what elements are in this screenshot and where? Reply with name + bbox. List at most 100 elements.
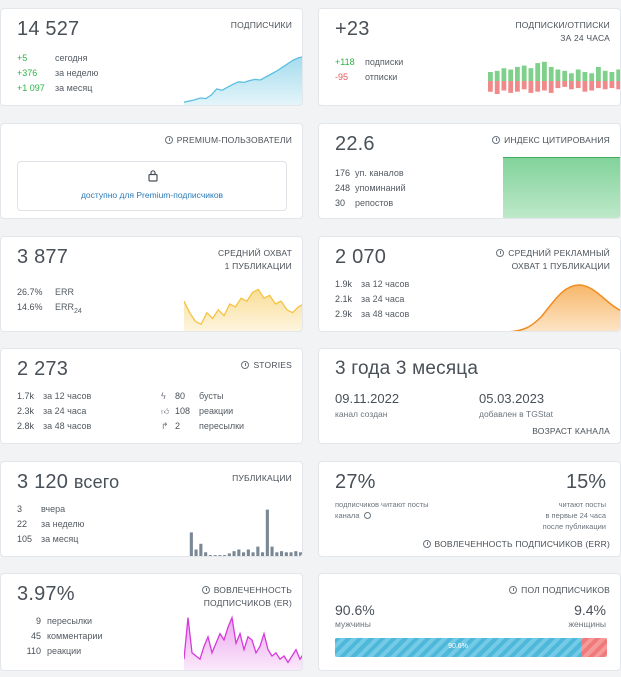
unsubs-bar — [555, 81, 561, 89]
unsubs-bar — [515, 81, 520, 92]
unsubs-bar — [548, 81, 554, 93]
subs-bar — [508, 69, 514, 82]
stat-row: ↱ 2 пересылки — [161, 419, 244, 434]
subscribers-sparkline — [184, 56, 302, 105]
subs-bar — [488, 72, 493, 81]
channel-age-card[interactable]: 3 года 3 месяца 09.11.2022 канал создан … — [318, 348, 621, 444]
subs-unsubs-title: ПОДПИСКИ/ОТПИСКИ ЗА 24 ЧАСА — [515, 20, 610, 43]
subs-bar — [569, 73, 574, 81]
unsubs-bar — [535, 81, 541, 92]
post-bar — [223, 555, 227, 556]
ad-reach-stats: 1.9k за 12 часов 2.1k за 24 часа 2.9k за 48… — [335, 277, 409, 322]
post-bar — [213, 555, 217, 556]
channel-age: 3 года 3 месяца — [335, 358, 479, 379]
reach-err: 26.7% ERR 14.6% ERR24 — [17, 285, 82, 319]
info-icon — [201, 586, 210, 594]
subs-bar — [602, 70, 608, 82]
engagement-er-card[interactable]: 3.97% ВОВЛЕЧЕННОСТЬ ПОДПИСЧИКОВ (ER) 9 пер… — [0, 573, 303, 671]
unsubs-bar — [542, 81, 547, 91]
stat-row: 2.3k за 24 часа — [17, 406, 87, 416]
ad-reach-count: 2 070 — [335, 246, 387, 268]
premium-lock-box[interactable]: доступно для Premium-подписчиков — [17, 161, 287, 211]
stat-row: 45 комментарии — [30, 631, 103, 641]
citation-stats: 176 уп. каналов 248 упоминаний 30 репостов — [335, 166, 406, 211]
stat-row: 3 вчера — [17, 504, 66, 514]
info-icon — [496, 249, 505, 257]
ad-reach-card[interactable]: 2 070 СРЕДНИЙ РЕКЛАМНЫЙ ОХВАТ 1 ПУБЛИКАЦИ… — [318, 236, 621, 332]
subs-net-count: +23 — [335, 18, 370, 40]
stories-stats: 1.7k за 12 часов 2.3k за 24 часа 2.8k за 48… — [17, 389, 91, 434]
unsubs-bar — [589, 81, 595, 91]
post-bar — [289, 552, 293, 556]
unsubs-bar — [609, 81, 615, 89]
post-bar — [265, 509, 269, 556]
created-date: 09.11.2022 — [335, 391, 400, 406]
stat-row: 👍︎ 108 реакции — [161, 404, 244, 419]
ad-reach-title: СРЕДНИЙ РЕКЛАМНЫЙ ОХВАТ 1 ПУБЛИКАЦИИ — [496, 247, 610, 273]
subs-bar — [521, 65, 527, 81]
created-label: канал создан — [335, 409, 388, 419]
stories-count: 2 273 — [17, 358, 69, 380]
stories-card[interactable]: 2 273 STORIES 1.7k за 12 часов 2.3k за 24 … — [0, 348, 303, 444]
male-fill — [335, 638, 582, 657]
posts-card[interactable]: 3 120 всего ПУБЛИКАЦИИ 3 вчера 22 за недел… — [0, 461, 303, 557]
info-icon — [363, 512, 371, 519]
readers-24h-percent: 15% — [565, 471, 606, 493]
subs-bar — [548, 66, 554, 81]
premium-link[interactable]: доступно для Premium-подписчиков — [80, 190, 224, 200]
subs-bar — [494, 70, 500, 82]
engagement-err-card[interactable]: 27% подписчиков читают посты канала 15% … — [318, 461, 621, 557]
stat-row: +1 097 за месяц — [17, 83, 93, 93]
post-bar — [208, 555, 212, 556]
citation-index: 22.6 — [335, 133, 375, 155]
post-bar — [275, 552, 279, 556]
post-bar — [194, 549, 198, 556]
posts-stats: 3 вчера 22 за неделю 105 за месяц — [17, 502, 84, 547]
unsubs-bar — [528, 81, 534, 93]
unsubs-bar — [582, 81, 588, 92]
post-bar — [189, 532, 193, 556]
lock-icon — [148, 170, 158, 182]
stat-row: 110 реакции — [26, 646, 82, 656]
subs-bar — [589, 73, 595, 81]
stat-row: 2.9k за 48 часов — [335, 309, 410, 319]
thumbs-up-icon: 👍︎ — [161, 407, 170, 416]
male-label: мужчины — [335, 619, 371, 629]
readers-24h-text: читают посты в первые 24 часа после публ… — [542, 500, 606, 531]
stat-row: 1.9k за 12 часов — [335, 279, 410, 289]
gender-card[interactable]: ПОЛ ПОДПИСЧИКОВ 90.6% мужчины 9.4% женщи… — [318, 573, 621, 671]
subscribers-stats: +5 сегодня +376 за неделю +1 097 за месяц — [17, 51, 98, 96]
female-percent: 9.4% — [574, 602, 606, 618]
stat-row: 105 за месяц — [17, 534, 79, 544]
subs-bar — [535, 63, 541, 82]
post-bar — [227, 553, 231, 556]
err-row: 26.7% ERR — [17, 287, 75, 297]
reach-card[interactable]: 3 877 СРЕДНИЙ ОХВАТ 1 ПУБЛИКАЦИИ 26.7% ERR… — [0, 236, 303, 332]
subs-bar — [575, 69, 581, 82]
subs-bar — [616, 69, 620, 82]
premium-card[interactable]: PREMIUM-ПОЛЬЗОВАТЕЛИ доступно для Premiu… — [0, 123, 303, 219]
subs-unsubs-bars — [488, 61, 620, 94]
subs-bar — [562, 70, 568, 82]
stat-row: 9 пересылки — [35, 616, 93, 626]
subs-bar — [501, 68, 507, 81]
readers-text: подписчиков читают посты канала — [335, 500, 429, 520]
unsubs-bar — [501, 81, 507, 91]
citation-title: ИНДЕКС ЦИТИРОВАНИЯ — [492, 134, 610, 147]
subscribers-card[interactable]: 14 527 ПОДПИСЧИКИ +5 сегодня +376 за недел… — [0, 8, 303, 106]
reach-sparkline — [184, 288, 302, 331]
subs-unsubs-card[interactable]: +23 ПОДПИСКИ/ОТПИСКИ ЗА 24 ЧАСА +118 подпи… — [318, 8, 621, 106]
stat-row: 30 репостов — [335, 198, 394, 208]
er-value: 3.97% — [17, 583, 75, 605]
stories-engagement: ϟ 80 бусты 👍︎ 108 реакции ↱ 2 пересылки — [161, 389, 244, 434]
male-percent: 90.6% — [335, 602, 375, 618]
post-bar — [261, 552, 265, 556]
subs-bar — [609, 72, 615, 81]
post-bar — [218, 555, 222, 556]
reach-count: 3 877 — [17, 246, 69, 268]
unsubs-bar — [508, 81, 514, 93]
citation-card[interactable]: 22.6 ИНДЕКС ЦИТИРОВАНИЯ 176 уп. каналов 2… — [318, 123, 621, 219]
er-stats: 9 пересылки 45 комментарии 110 реакции — [17, 614, 103, 659]
info-icon — [492, 136, 501, 144]
er-sparkline — [184, 615, 302, 670]
